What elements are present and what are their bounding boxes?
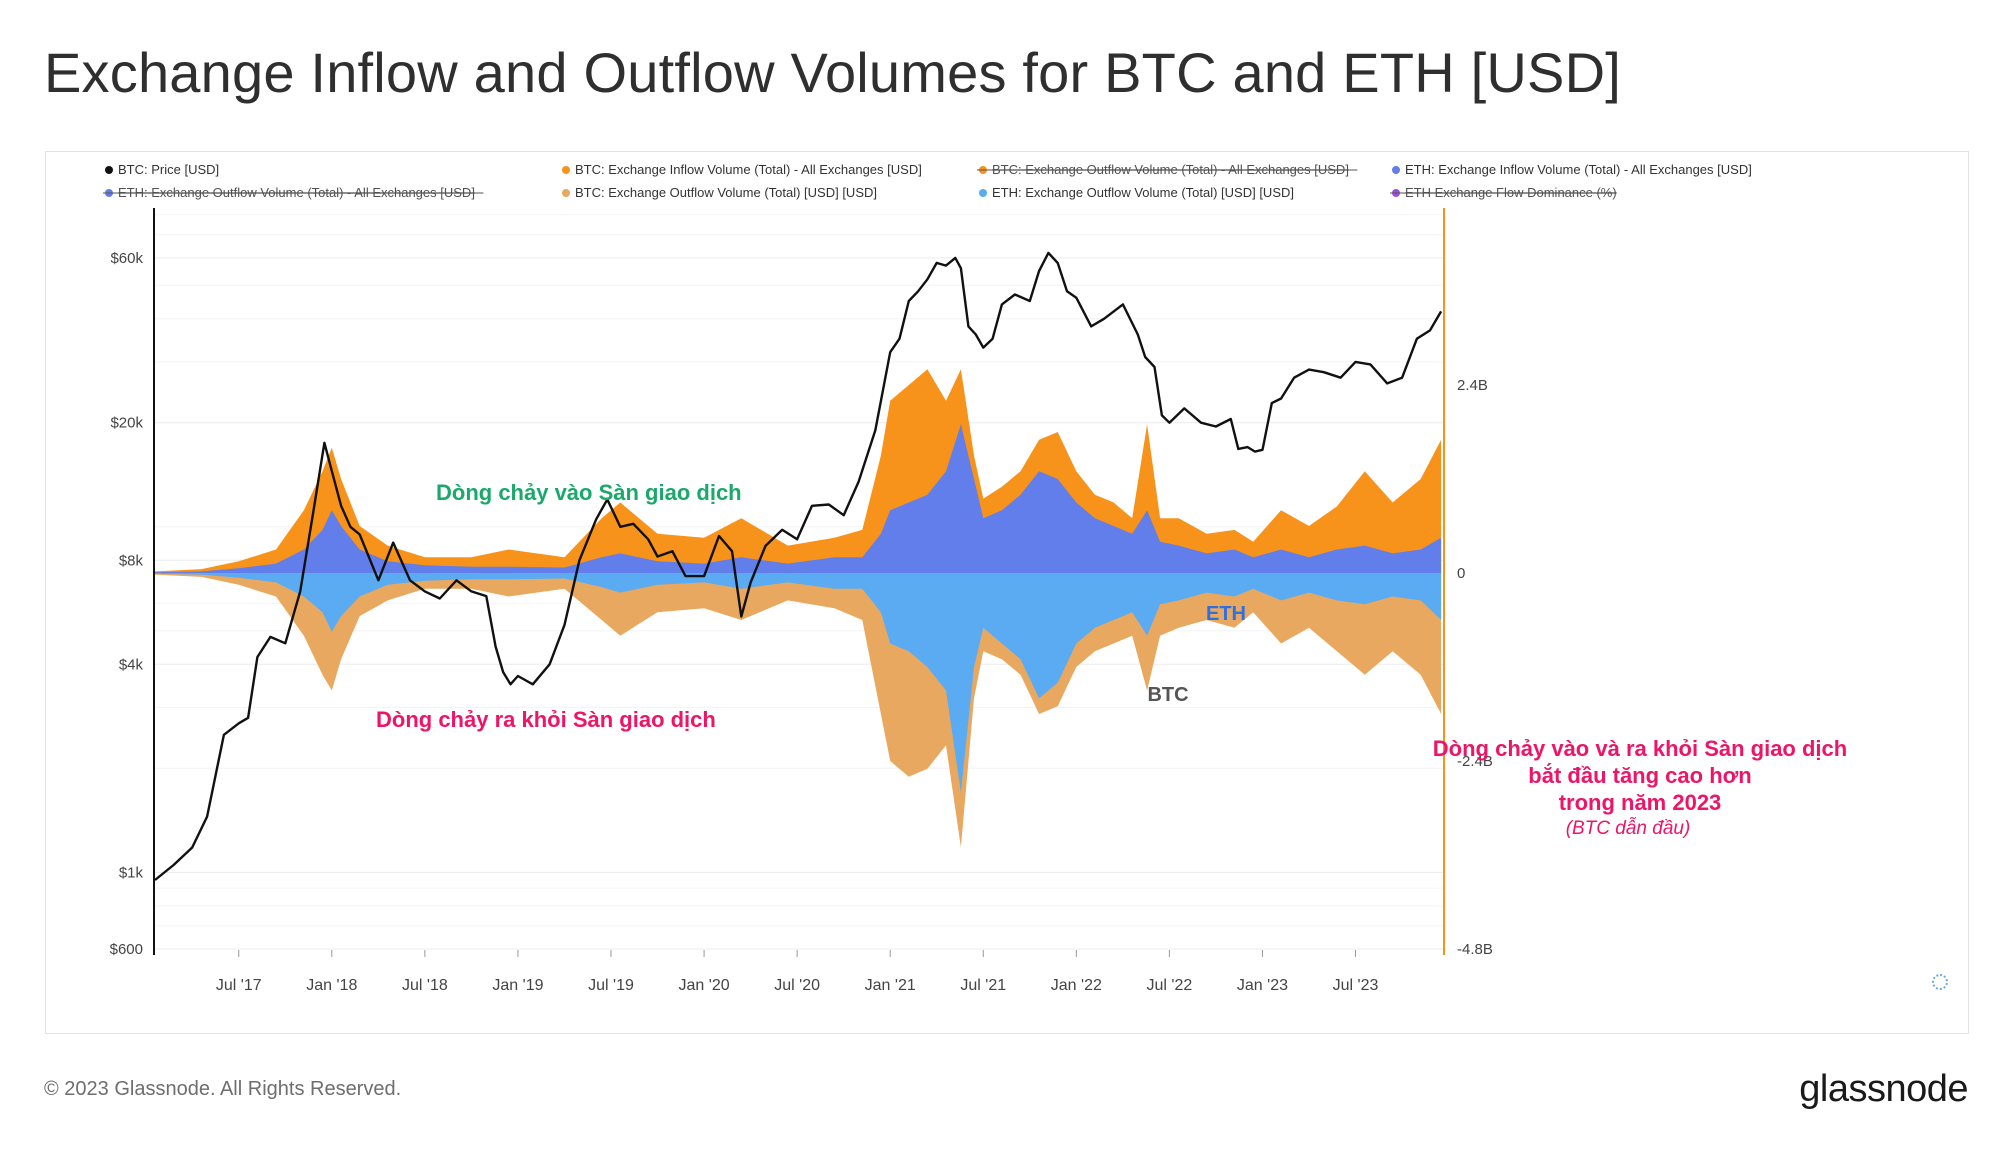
legend-label-6: ETH: Exchange Outflow Volume (Total) [US…	[992, 185, 1294, 200]
legend-marker-6	[979, 189, 987, 197]
legend-label-3: ETH: Exchange Inflow Volume (Total) - Al…	[1405, 162, 1752, 177]
right-tick-label-1: 0	[1457, 565, 1465, 582]
left-tick-label-4: $20k	[110, 415, 143, 432]
x-tick-label-3: Jan '19	[492, 977, 543, 994]
left-tick-label-3: $8k	[119, 552, 144, 569]
left-tick-label-1: $1k	[119, 864, 144, 881]
legend-label-1: BTC: Exchange Inflow Volume (Total) - Al…	[575, 162, 922, 177]
eth-inflow-area	[155, 424, 1442, 573]
copyright-text: © 2023 Glassnode. All Rights Reserved.	[44, 1078, 402, 1100]
right-tick-label-3: -4.8B	[1457, 941, 1493, 958]
x-tick-label-1: Jan '18	[306, 977, 357, 994]
x-tick-label-10: Jul '22	[1147, 977, 1193, 994]
page-title: Exchange Inflow and Outflow Volumes for …	[44, 41, 1621, 104]
btc-inflow-area	[155, 369, 1442, 573]
annotation-4: Dòng chảy vào và ra khỏi Sàn giao dịch	[1433, 736, 1847, 761]
right-tick-label-0: 2.4B	[1457, 377, 1488, 394]
x-tick-label-12: Jul '23	[1333, 977, 1379, 994]
flow-chart: BTC: Price [USD] BTC: Exchange Inflow Vol…	[103, 162, 1847, 994]
left-tick-label-5: $60k	[110, 250, 143, 267]
annotation-5: bắt đầu tăng cao hơn	[1528, 763, 1751, 788]
x-tick-label-0: Jul '17	[216, 977, 262, 994]
chart-panel: BTC: Price [USD] BTC: Exchange Inflow Vol…	[45, 151, 1969, 1034]
x-tick-label-4: Jul '19	[588, 977, 634, 994]
loading-spinner-icon	[1932, 974, 1948, 990]
x-tick-label-5: Jan '20	[679, 977, 730, 994]
x-tick-label-2: Jul '18	[402, 977, 448, 994]
btc-outflow-area	[155, 573, 1442, 848]
x-tick-label-8: Jul '21	[960, 977, 1006, 994]
legend-marker-5	[562, 189, 570, 197]
glassnode-logo: glassnode	[1799, 1068, 1968, 1110]
left-tick-label-0: $600	[110, 941, 143, 958]
annotation-0: Dòng chảy vào Sàn giao dịch	[436, 480, 742, 505]
right-tick-label-2: -2.4B	[1457, 753, 1493, 770]
x-tick-label-7: Jan '21	[865, 977, 916, 994]
annotation-1: Dòng chảy ra khỏi Sàn giao dịch	[376, 707, 716, 732]
btc-price-line	[154, 251, 1443, 881]
legend-marker-0	[105, 166, 113, 174]
legend-marker-1	[562, 166, 570, 174]
annotation-7: (BTC dẫn đầu)	[1566, 818, 1691, 839]
x-tick-label-11: Jan '23	[1237, 977, 1288, 994]
x-tick-label-9: Jan '22	[1051, 977, 1102, 994]
annotation-2: ETH	[1206, 603, 1246, 625]
legend-marker-3	[1392, 166, 1400, 174]
annotation-3: BTC	[1147, 684, 1188, 706]
legend-label-5: BTC: Exchange Outflow Volume (Total) [US…	[575, 185, 877, 200]
x-tick-label-6: Jul '20	[774, 977, 820, 994]
legend-label-0: BTC: Price [USD]	[118, 162, 219, 177]
left-tick-label-2: $4k	[119, 656, 144, 673]
annotation-6: trong năm 2023	[1559, 790, 1722, 815]
